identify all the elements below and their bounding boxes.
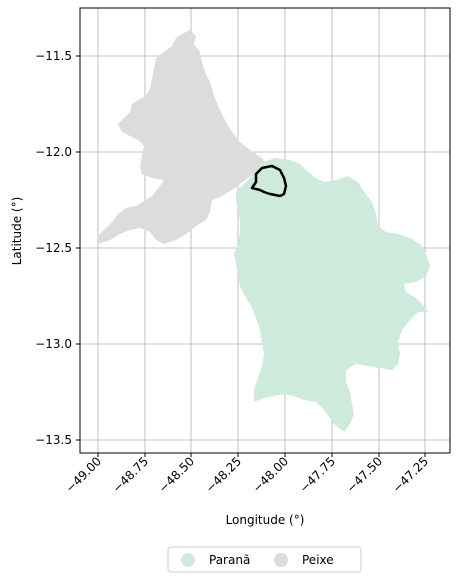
x-tick-label: −47.75 — [297, 454, 338, 495]
x-tick-label: −47.25 — [390, 454, 431, 495]
legend-label-parana: Paranã — [209, 553, 250, 567]
x-tick-label: −48.50 — [156, 454, 197, 495]
x-axis-label: Longitude (°) — [226, 513, 305, 527]
x-ticks — [97, 453, 426, 457]
legend-box — [167, 546, 362, 573]
x-tick-label: −48.75 — [110, 454, 151, 495]
y-tick-label: −12.0 — [35, 145, 72, 159]
highlight-outline — [250, 164, 288, 198]
legend-label-peixe: Peixe — [302, 553, 334, 567]
x-tick-label: −49.00 — [63, 454, 104, 495]
x-tick-label: −48.00 — [250, 454, 291, 495]
legend-marker-parana — [181, 553, 195, 567]
parana-region — [234, 158, 430, 432]
y-tick-label: −11.5 — [35, 49, 72, 63]
y-tick-label: −13.0 — [35, 337, 72, 351]
axes-frame — [79, 7, 451, 454]
y-axis-label: Latitude (°) — [10, 197, 24, 266]
legend-marker-peixe — [274, 553, 288, 567]
peixe-region — [98, 30, 266, 244]
x-tick-label: −48.25 — [203, 454, 244, 495]
y-tick-label: −12.5 — [35, 241, 72, 255]
y-ticks — [76, 55, 80, 441]
legend: Paranã Peixe — [167, 546, 362, 573]
x-tick-label: −47.50 — [344, 454, 385, 495]
y-tick-label: −13.5 — [35, 433, 72, 447]
